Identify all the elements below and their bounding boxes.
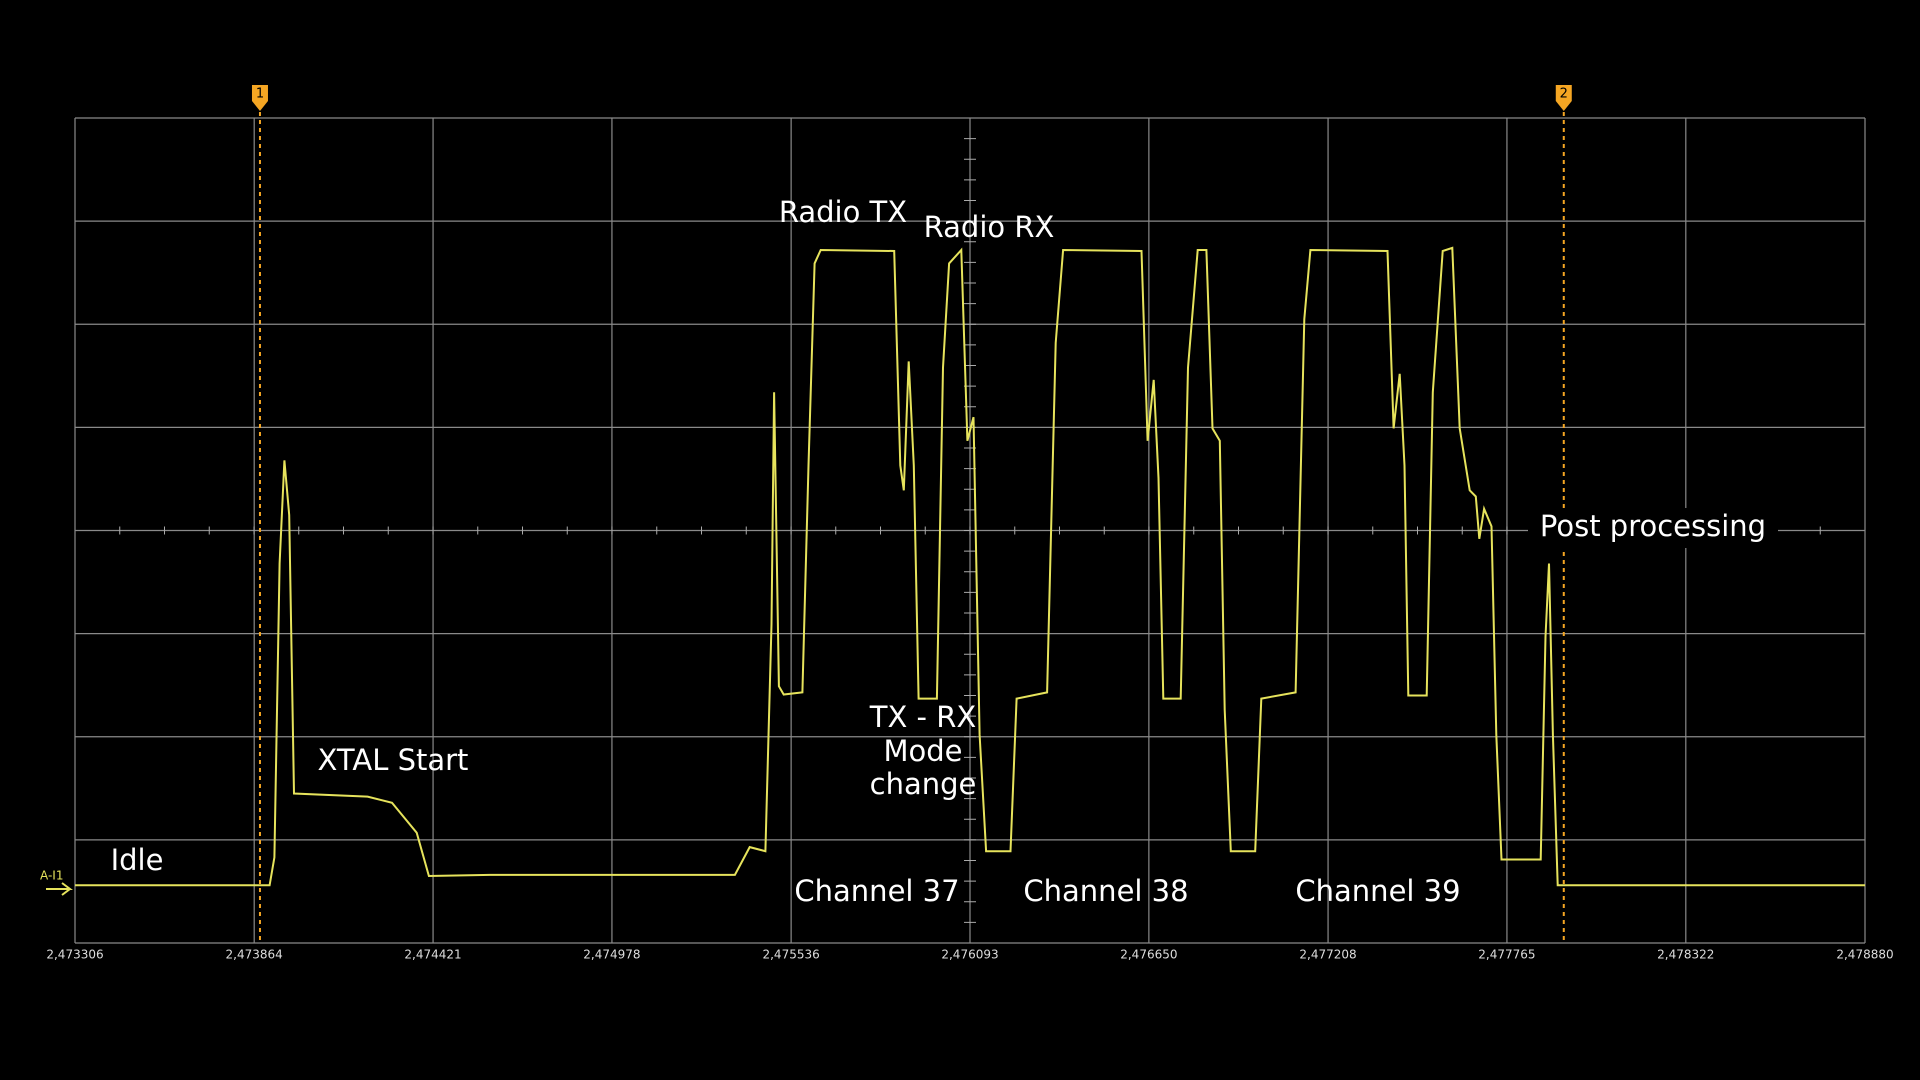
- x-tick-label: 2,476093: [941, 948, 998, 962]
- annotation: TX - RX: [869, 700, 977, 734]
- trace: [75, 246, 1865, 887]
- x-tick-label: 2,475536: [762, 948, 819, 962]
- annotation: Post processing: [1540, 509, 1766, 543]
- annotation: Radio RX: [924, 210, 1055, 244]
- annotation-bg: [1528, 508, 1778, 548]
- annotation: change: [870, 767, 977, 801]
- cursor-marker: [1555, 85, 1572, 111]
- x-tick-label: 2,476650: [1120, 948, 1177, 962]
- x-tick-label: 2,477208: [1299, 948, 1356, 962]
- annotation: Mode: [883, 734, 962, 768]
- x-tick-label: 2,478880: [1836, 948, 1893, 962]
- channel-marker: [46, 882, 73, 896]
- annotation: Channel 37: [794, 874, 959, 908]
- x-tick-label: 2,473306: [46, 948, 103, 962]
- x-tick-label: 2,477765: [1478, 948, 1535, 962]
- x-tick-label: 2,473864: [226, 948, 283, 962]
- cursor-marker: [251, 85, 268, 111]
- cursor-label: 1: [256, 87, 264, 102]
- channel-label: A-I1: [40, 869, 63, 883]
- x-tick-label: 2,474978: [583, 948, 640, 962]
- annotation: Radio TX: [779, 195, 907, 229]
- annotation: Channel 38: [1023, 874, 1188, 908]
- x-tick-label: 2,478322: [1657, 948, 1714, 962]
- annotation: XTAL Start: [318, 743, 469, 777]
- cursor-label: 2: [1560, 87, 1568, 102]
- annotation: Channel 39: [1295, 874, 1460, 908]
- annotation: Idle: [111, 843, 164, 877]
- x-tick-label: 2,474421: [404, 948, 461, 962]
